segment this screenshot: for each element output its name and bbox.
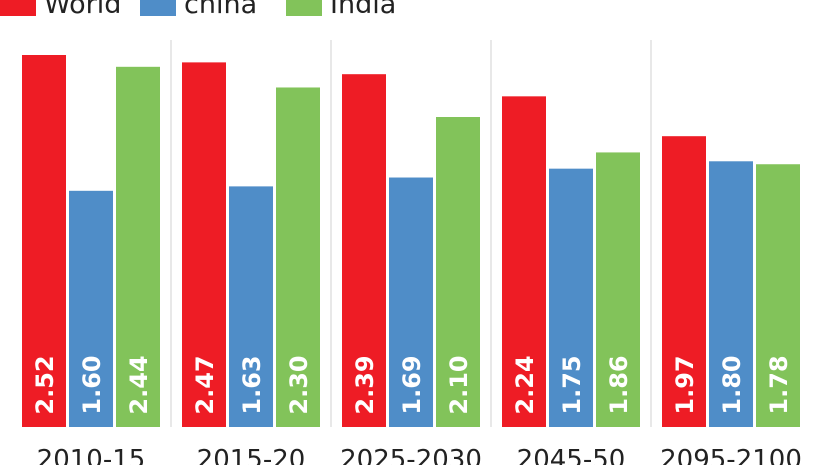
legend-swatch-world [0, 0, 36, 16]
value-label-india-0: 2.44 [125, 355, 153, 414]
category-label-3: 2045-50 [517, 445, 626, 465]
value-label-china-4: 1.80 [718, 355, 746, 414]
category-labels: 2010-15 2015-20 2025-2030 2045-50 2095-2100 [37, 445, 802, 465]
value-label-world-2: 2.39 [351, 355, 379, 414]
bar-world-2 [342, 74, 386, 427]
value-label-world-3: 2.24 [511, 355, 539, 414]
value-label-china-3: 1.75 [558, 355, 586, 414]
legend-label-china: china [184, 0, 257, 20]
bar-china-4 [709, 161, 753, 428]
category-label-0: 2010-15 [37, 445, 146, 465]
bar-india-3 [596, 152, 640, 427]
value-label-world-4: 1.97 [671, 355, 699, 414]
bar-world-1 [182, 62, 226, 427]
legend-swatch-india [286, 0, 322, 16]
vertical-gridlines [170, 40, 652, 427]
category-label-1: 2015-20 [197, 445, 306, 465]
value-label-china-1: 1.63 [238, 355, 266, 414]
category-label-2: 2025-2030 [340, 445, 482, 465]
legend-swatch-china [140, 0, 176, 16]
bar-world-4 [662, 136, 706, 427]
bar-india-1 [276, 87, 320, 427]
bars: 2.52 1.60 2.44 2.47 1.63 2.30 2.39 1.69 2.10 2.24… [22, 55, 800, 428]
bar-china-3 [549, 168, 593, 427]
bar-world-0 [22, 55, 66, 427]
value-label-india-3: 1.86 [605, 355, 633, 414]
value-label-india-2: 2.10 [445, 355, 473, 414]
bar-india-0 [116, 66, 160, 428]
value-label-china-0: 1.60 [78, 355, 106, 414]
value-label-world-1: 2.47 [191, 355, 219, 414]
bar-china-1 [229, 186, 273, 427]
bar-india-2 [436, 117, 480, 427]
bar-india-4 [756, 164, 800, 427]
legend-label-india: India [330, 0, 396, 20]
value-label-world-0: 2.52 [31, 355, 59, 414]
legend: World china India [0, 0, 396, 20]
value-label-india-4: 1.78 [765, 355, 793, 414]
value-label-china-2: 1.69 [398, 355, 426, 414]
value-label-india-1: 2.30 [285, 355, 313, 414]
legend-label-world: World [44, 0, 121, 20]
bar-china-2 [389, 177, 433, 427]
bar-world-3 [502, 96, 546, 427]
bar-china-0 [69, 190, 113, 427]
category-label-4: 2095-2100 [660, 445, 802, 465]
